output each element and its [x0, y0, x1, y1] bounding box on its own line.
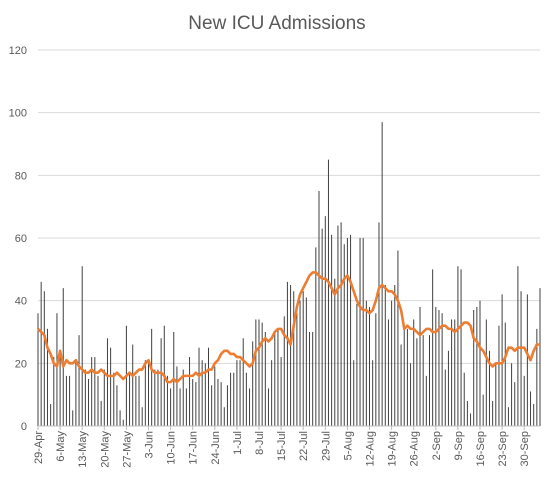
x-tick-label: 29-Apr — [33, 431, 45, 464]
x-tick-label: 26-Aug — [409, 431, 421, 466]
series-line — [37, 271, 540, 384]
x-tick-label: 1-Jul — [232, 431, 244, 455]
x-tick-label: 12-Aug — [365, 431, 377, 466]
x-tick-label: 2-Sep — [431, 431, 443, 460]
y-tick-label: 60 — [15, 233, 27, 245]
x-tick-label: 30-Sep — [519, 431, 531, 466]
x-tick-label: 15-Jul — [276, 431, 288, 461]
x-tick-label: 17-Jun — [188, 431, 200, 465]
x-tick-label: 16-Sep — [475, 431, 487, 466]
x-tick-label: 10-Jun — [166, 431, 178, 465]
x-tick-label: 23-Sep — [497, 431, 509, 466]
x-tick-label: 9-Sep — [453, 431, 465, 460]
x-tick-label: 3-Jun — [144, 431, 156, 459]
y-tick-label: 20 — [15, 358, 27, 370]
moving-average-series — [37, 271, 540, 384]
x-tick-label: 24-Jun — [210, 431, 222, 465]
x-axis-ticks: 29-Apr 6-May 13-May 20-May 27-May 3-Jun 10-Jun… — [33, 426, 531, 468]
gridlines — [38, 49, 540, 364]
bar-series — [37, 122, 541, 426]
chart-title: New ICU Admissions — [188, 13, 365, 34]
y-axis-ticks: 0 20 40 60 80 100 120 — [9, 45, 27, 433]
x-tick-label: 29-Jul — [320, 431, 332, 461]
x-tick-label: 22-Jul — [298, 431, 310, 461]
x-tick-label: 20-May — [99, 431, 111, 468]
x-tick-label: 8-Jul — [254, 431, 266, 455]
y-tick-label: 40 — [15, 296, 27, 308]
x-tick-label: 19-Aug — [387, 431, 399, 466]
x-tick-label: 13-May — [77, 431, 89, 468]
y-tick-label: 0 — [21, 421, 27, 433]
x-tick-label: 6-May — [55, 431, 67, 462]
x-tick-label: 27-May — [121, 431, 133, 468]
y-tick-label: 100 — [9, 108, 27, 120]
y-tick-label: 80 — [15, 170, 27, 182]
x-tick-label: 5-Aug — [342, 431, 354, 460]
y-tick-label: 120 — [9, 45, 27, 57]
